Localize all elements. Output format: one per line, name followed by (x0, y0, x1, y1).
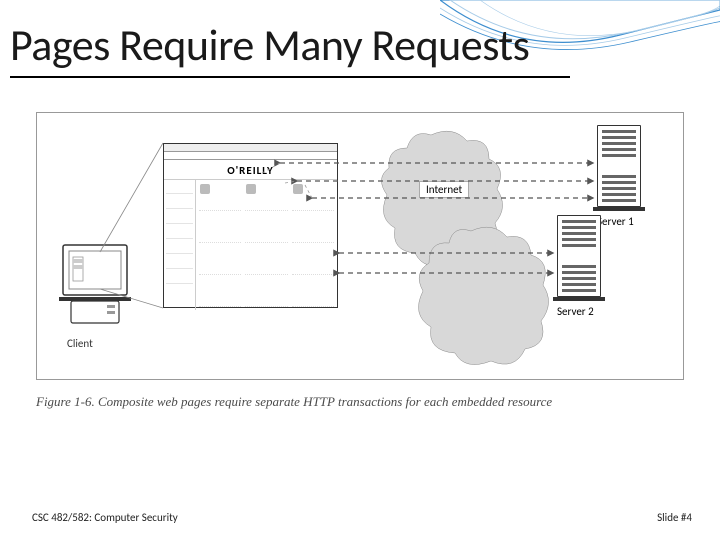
slide-title: Pages Require Many Requests (10, 18, 529, 72)
secondary-cloud (415, 221, 555, 371)
client-label: Client (67, 337, 93, 350)
footer-slide-number: Slide #4 (657, 511, 692, 524)
client-computer (59, 243, 137, 340)
server2-label: Server 2 (557, 305, 601, 318)
figure-caption: Figure 1-6. Composite web pages require … (36, 394, 552, 410)
internet-label: Internet (419, 181, 469, 198)
browser-window: O'REILLY (163, 143, 338, 308)
title-underline (10, 76, 570, 78)
footer-course: CSC 482/582: Computer Security (32, 511, 178, 524)
browser-logo: O'REILLY (164, 160, 337, 180)
server-2: Server 2 (557, 215, 601, 318)
diagram-frame: Internet Client O'REILLY (36, 112, 684, 380)
server-1: Server 1 (597, 125, 641, 228)
server1-label: Server 1 (597, 215, 641, 228)
